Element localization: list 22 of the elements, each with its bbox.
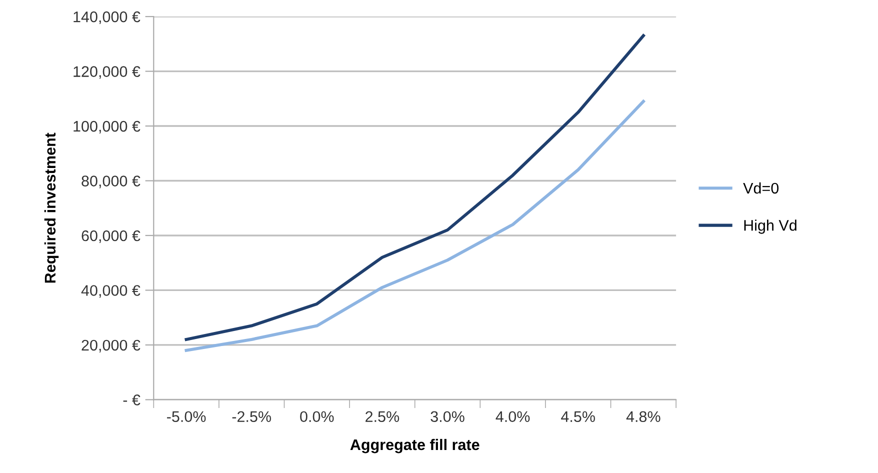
legend-label: High Vd — [744, 220, 796, 234]
line-series — [184, 34, 645, 342]
y-tick-label: 60,000 € — [82, 230, 140, 243]
legend-label: Vd=0 — [743, 182, 779, 194]
x-axis-title: Aggregate fill rate — [350, 438, 480, 454]
x-tick-label: 4.8% — [626, 411, 660, 422]
line-series — [184, 100, 645, 352]
y-tick-label: 80,000 € — [82, 176, 140, 188]
y-tick-label: 40,000 € — [81, 285, 140, 298]
x-tick-label: 4.5% — [561, 411, 595, 422]
x-tick-label: 3.0% — [430, 411, 464, 422]
y-tick-label: 140,000 € — [74, 11, 140, 24]
x-tick-label: 2.5% — [366, 411, 400, 422]
x-tick-label: -5.0% — [167, 411, 206, 422]
x-tick-label: 0.0% — [300, 411, 334, 422]
y-tick-label: 20,000 € — [82, 340, 140, 352]
x-tick-label: -2.5% — [232, 411, 272, 422]
x-tick-label: 4.0% — [496, 411, 530, 422]
y-tick-label: - € — [123, 394, 140, 406]
y-tick-label: 100,000 € — [74, 120, 140, 134]
y-axis-title: Required investment — [44, 132, 59, 283]
y-tick-label: 120,000 € — [74, 66, 140, 79]
